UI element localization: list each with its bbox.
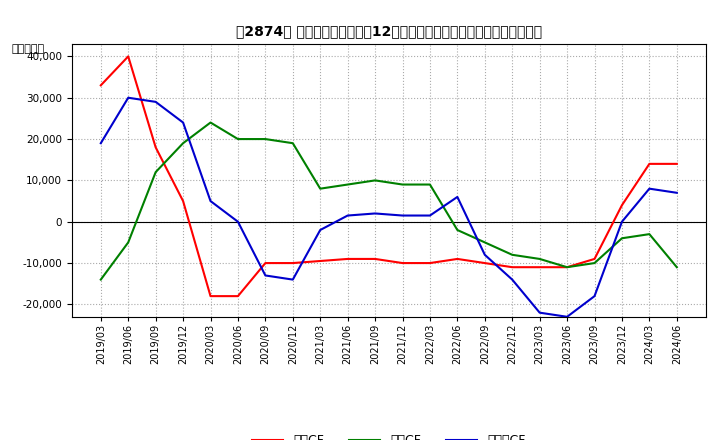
投資CF	[645, 231, 654, 237]
フリーCF	[426, 213, 434, 218]
フリーCF	[179, 120, 187, 125]
フリーCF	[316, 227, 325, 233]
営業CF	[426, 260, 434, 266]
投資CF	[289, 140, 297, 146]
フリーCF	[480, 252, 489, 257]
営業CF	[206, 293, 215, 299]
営業CF	[480, 260, 489, 266]
フリーCF	[563, 314, 572, 319]
フリーCF	[206, 198, 215, 204]
フリーCF	[618, 219, 626, 224]
投資CF	[590, 260, 599, 266]
フリーCF	[672, 190, 681, 195]
投資CF	[508, 252, 516, 257]
投資CF	[563, 264, 572, 270]
営業CF	[179, 198, 187, 204]
投資CF	[151, 169, 160, 175]
投資CF	[343, 182, 352, 187]
投資CF	[96, 277, 105, 282]
フリーCF	[536, 310, 544, 315]
営業CF	[672, 161, 681, 166]
営業CF	[618, 202, 626, 208]
営業CF	[371, 256, 379, 261]
フリーCF	[371, 211, 379, 216]
Text: （百万円）: （百万円）	[11, 44, 44, 54]
フリーCF	[261, 273, 270, 278]
投資CF	[618, 236, 626, 241]
Line: 投資CF: 投資CF	[101, 122, 677, 279]
Title: 　2874、 キャッシュフローの12か月移動合計の対前年同期増減額の推移: 2874、 キャッシュフローの12か月移動合計の対前年同期増減額の推移	[235, 25, 542, 39]
Line: 営業CF: 営業CF	[101, 56, 677, 296]
営業CF	[590, 256, 599, 261]
営業CF	[96, 83, 105, 88]
営業CF	[343, 256, 352, 261]
フリーCF	[343, 213, 352, 218]
投資CF	[453, 227, 462, 233]
営業CF	[151, 145, 160, 150]
投資CF	[206, 120, 215, 125]
営業CF	[398, 260, 407, 266]
投資CF	[124, 240, 132, 245]
投資CF	[316, 186, 325, 191]
投資CF	[261, 136, 270, 142]
営業CF	[453, 256, 462, 261]
Line: フリーCF: フリーCF	[101, 98, 677, 317]
投資CF	[398, 182, 407, 187]
フリーCF	[151, 99, 160, 105]
フリーCF	[289, 277, 297, 282]
Legend: 営業CF, 投資CF, フリーCF: 営業CF, 投資CF, フリーCF	[247, 429, 531, 440]
フリーCF	[508, 277, 516, 282]
営業CF	[124, 54, 132, 59]
フリーCF	[124, 95, 132, 100]
営業CF	[261, 260, 270, 266]
営業CF	[289, 260, 297, 266]
投資CF	[536, 256, 544, 261]
フリーCF	[233, 219, 242, 224]
営業CF	[508, 264, 516, 270]
営業CF	[536, 264, 544, 270]
営業CF	[563, 264, 572, 270]
営業CF	[645, 161, 654, 166]
投資CF	[672, 264, 681, 270]
フリーCF	[645, 186, 654, 191]
投資CF	[371, 178, 379, 183]
投資CF	[480, 240, 489, 245]
フリーCF	[398, 213, 407, 218]
投資CF	[233, 136, 242, 142]
フリーCF	[96, 140, 105, 146]
フリーCF	[453, 194, 462, 200]
投資CF	[179, 140, 187, 146]
フリーCF	[590, 293, 599, 299]
営業CF	[316, 258, 325, 264]
投資CF	[426, 182, 434, 187]
営業CF	[233, 293, 242, 299]
